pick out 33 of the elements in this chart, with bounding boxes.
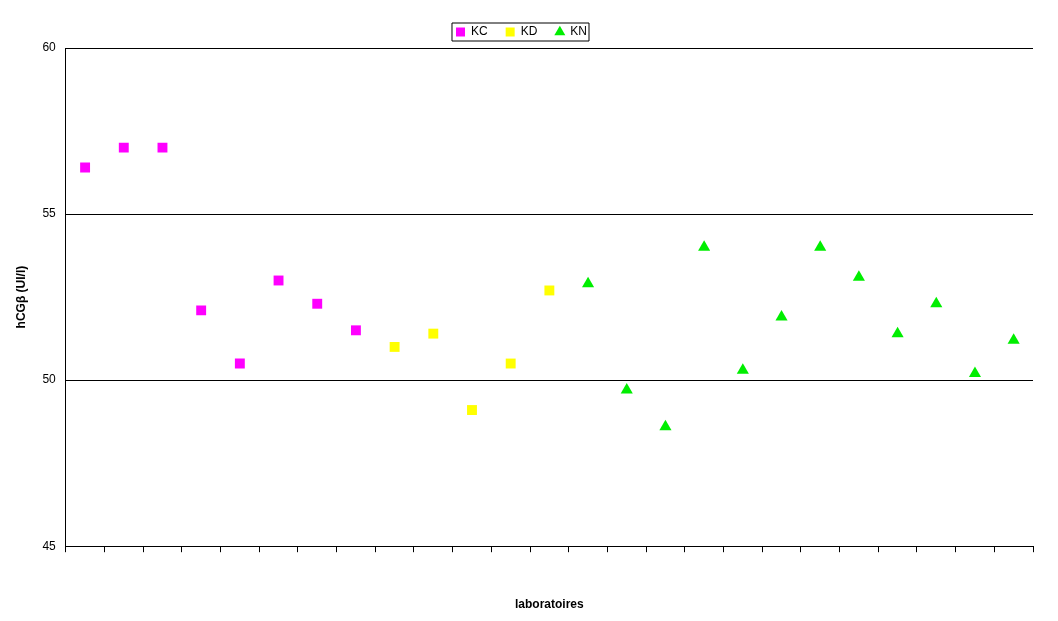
y-tick-label: 50 xyxy=(42,372,57,387)
point xyxy=(312,298,323,309)
y-tick-label: 45 xyxy=(42,538,57,553)
legend-label: KN xyxy=(570,24,588,39)
point xyxy=(157,142,168,153)
point xyxy=(389,341,400,352)
point xyxy=(736,363,749,374)
point xyxy=(930,296,943,308)
point xyxy=(659,419,672,431)
point xyxy=(467,405,477,415)
point xyxy=(196,305,207,316)
point xyxy=(428,328,439,339)
point xyxy=(1007,333,1020,344)
point xyxy=(814,240,827,251)
y-tick-label: 60 xyxy=(42,40,57,55)
y-tick-label: 55 xyxy=(42,206,57,221)
point xyxy=(582,276,595,288)
point xyxy=(852,270,865,281)
point xyxy=(775,310,788,321)
point xyxy=(118,142,129,153)
y-axis-title: hCGβ (UI/l) xyxy=(13,265,28,329)
point xyxy=(234,358,245,369)
point xyxy=(505,358,516,369)
point xyxy=(544,285,555,296)
legend-label: KC xyxy=(471,24,488,39)
x-axis-title: laboratoires xyxy=(515,597,585,612)
point xyxy=(620,383,633,394)
point xyxy=(80,162,91,173)
point xyxy=(698,240,711,251)
point xyxy=(350,325,361,336)
point xyxy=(891,326,904,338)
point xyxy=(968,366,982,377)
legend-label: KD xyxy=(520,24,538,39)
